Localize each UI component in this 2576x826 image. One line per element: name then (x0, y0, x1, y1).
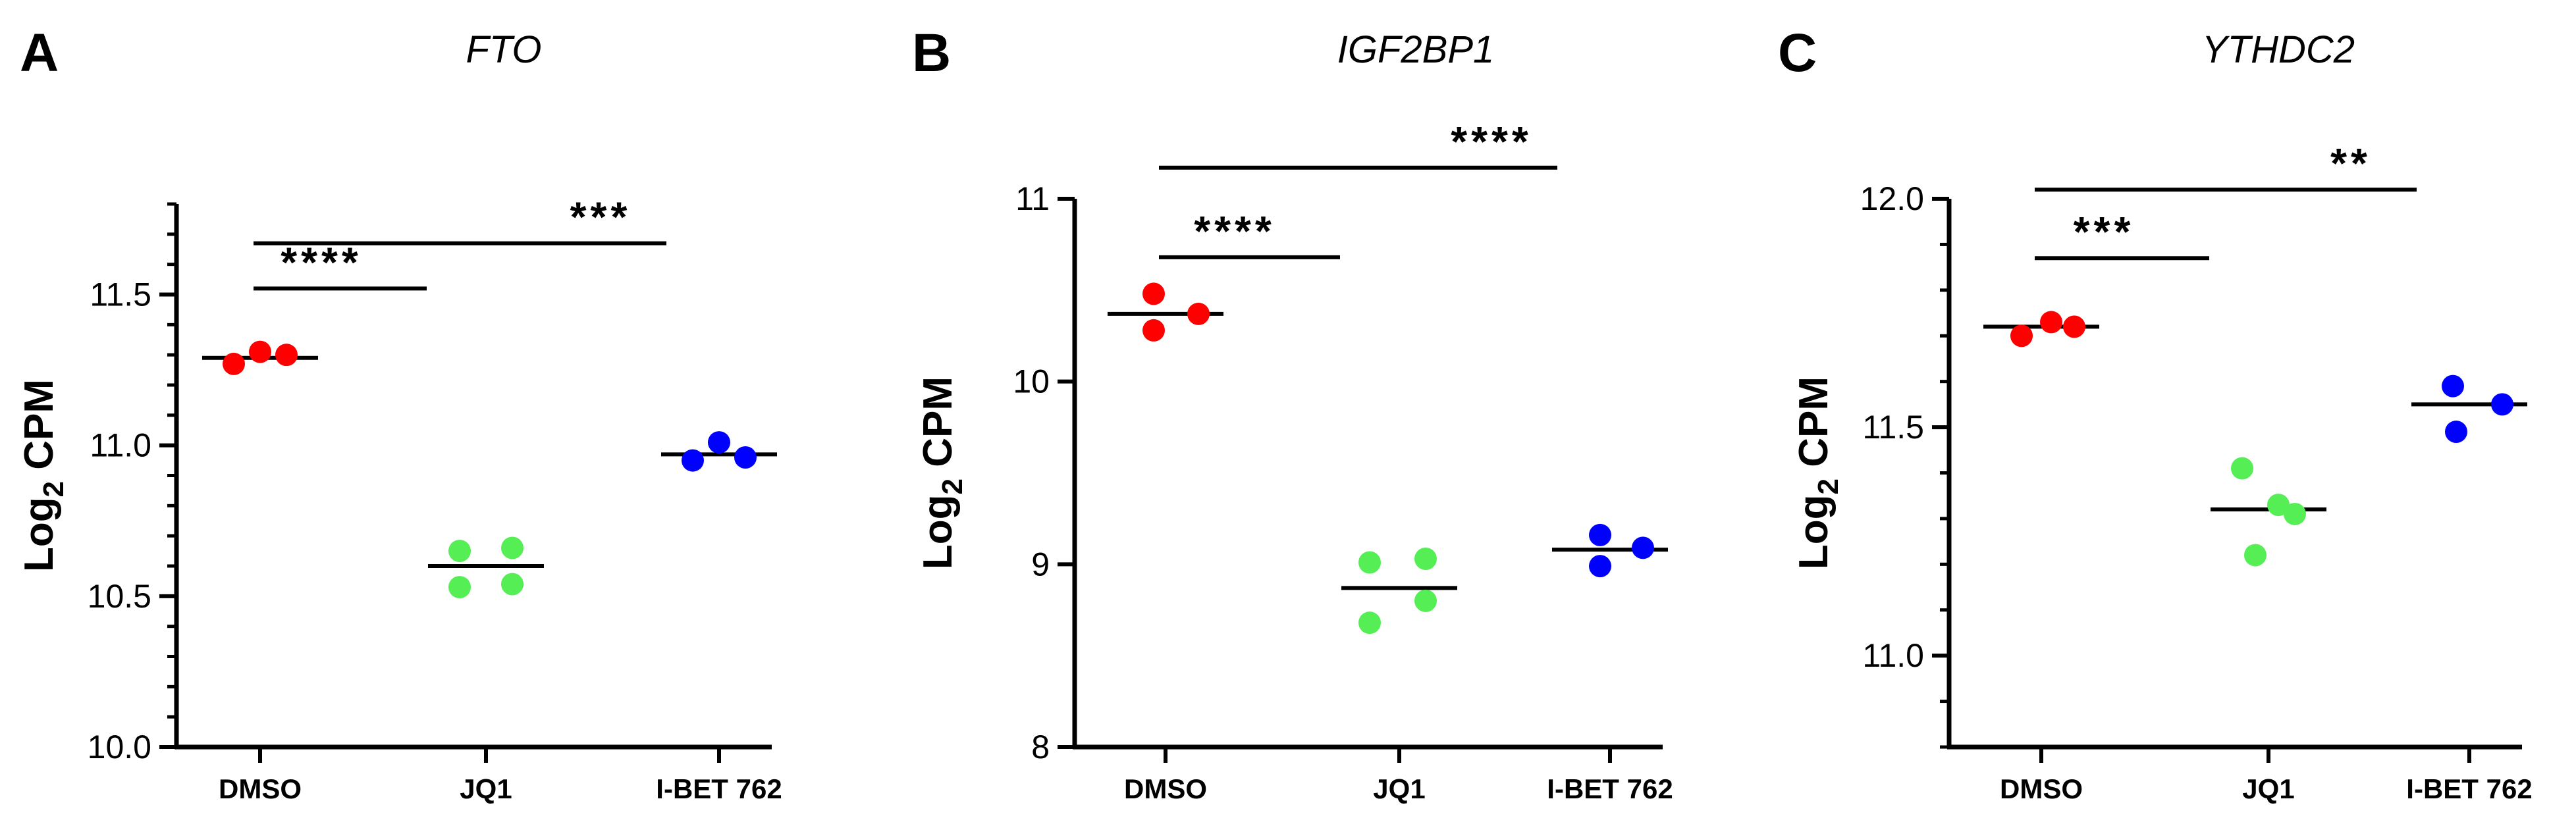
data-point (1589, 523, 1611, 546)
data-point (275, 344, 298, 367)
significance-label: **** (1194, 207, 1275, 255)
data-point (2442, 374, 2464, 398)
chart-title: IGF2BP1 (1337, 28, 1495, 71)
x-tick-label: I-BET 762 (656, 773, 782, 804)
chart-title: FTO (466, 28, 542, 71)
data-point (448, 540, 471, 563)
data-point (2010, 324, 2033, 348)
data-point (1414, 589, 1437, 612)
panel-b: B IGF2BP1 8 9 10 11 DMSO JQ1 I-BET 762 Log2 CPM **… (912, 23, 1673, 804)
y-tick-label: 8 (1031, 729, 1050, 765)
data-point (682, 449, 704, 472)
data-point (1358, 551, 1381, 574)
data-point (2231, 457, 2253, 480)
x-tick-label: JQ1 (2242, 773, 2294, 804)
significance-label: **** (281, 238, 362, 286)
y-tick-label: 11 (1015, 180, 1050, 217)
data-point (2445, 421, 2467, 444)
x-tick-label: DMSO (1124, 773, 1207, 804)
data-point (501, 573, 523, 596)
panel-letter: B (912, 23, 951, 83)
data-point (1414, 548, 1437, 571)
data-point (1142, 282, 1165, 305)
data-point (2063, 315, 2085, 338)
data-point (1632, 536, 1654, 559)
x-tick-label: JQ1 (460, 773, 512, 804)
data-point (708, 431, 730, 454)
panel-c: C YTHDC2 11.0 11.5 12.0 DMSO JQ1 I-BET 762 Log2 … (1778, 23, 2533, 804)
panel-a: A FTO 10.0 10.5 11.0 11.5 DMSO JQ1 I-BET 762 Log2… (16, 23, 782, 804)
y-tick-label: 10.5 (88, 578, 151, 615)
data-point (1187, 302, 1210, 325)
y-tick-label: 11.0 (1862, 637, 1924, 674)
x-tick-label: I-BET 762 (1547, 773, 1673, 804)
significance-label: **** (1451, 118, 1532, 165)
y-axis-label: Log2 CPM (915, 376, 969, 569)
data-point (501, 536, 523, 559)
data-point (2284, 502, 2306, 525)
y-tick-label: 11.5 (90, 276, 151, 313)
x-tick-label: I-BET 762 (2406, 773, 2532, 804)
x-tick-label: DMSO (219, 773, 302, 804)
y-tick-label: 11.5 (1862, 409, 1924, 446)
y-tick-label: 12.0 (1860, 180, 1924, 217)
data-point (734, 446, 757, 469)
data-point (2244, 544, 2267, 567)
data-point (2040, 311, 2062, 334)
significance-label: *** (570, 194, 631, 241)
panel-letter: C (1778, 23, 1817, 83)
chart-title: YTHDC2 (2202, 28, 2355, 71)
y-tick-label: 9 (1031, 546, 1050, 582)
data-point (2267, 494, 2290, 517)
y-axis-label: Log2 CPM (1791, 376, 1844, 569)
data-point (1358, 611, 1381, 634)
data-point (1589, 555, 1611, 578)
x-tick-label: JQ1 (1373, 773, 1425, 804)
y-tick-label: 10.0 (88, 729, 151, 765)
significance-label: *** (2074, 208, 2135, 255)
x-tick-label: DMSO (2000, 773, 2083, 804)
data-point (249, 340, 271, 363)
panel-letter: A (20, 23, 59, 83)
data-point (448, 576, 471, 599)
data-point (1142, 319, 1165, 342)
y-tick-label: 11.0 (90, 427, 151, 464)
data-point (223, 352, 245, 375)
significance-label: ** (2330, 140, 2371, 187)
data-point (2491, 393, 2513, 416)
y-axis-label: Log2 CPM (16, 379, 70, 572)
y-tick-label: 10 (1013, 363, 1050, 400)
